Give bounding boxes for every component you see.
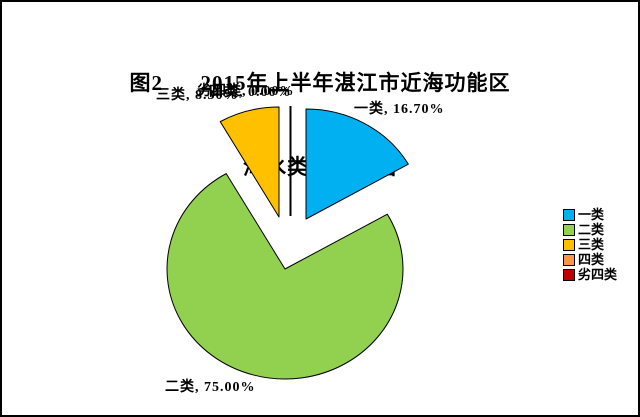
legend-item-category-1: 一类 — [563, 208, 617, 221]
data-label-category-worse-than-4: 劣四类, 0.00% — [197, 84, 295, 99]
legend-item-label: 三类 — [578, 237, 605, 252]
legend-item-category-worse-than-4: 劣四类 — [563, 268, 617, 281]
pie-slice-1 — [305, 108, 409, 220]
legend-item-label: 劣四类 — [578, 267, 618, 282]
legend-item-category-2: 二类 — [563, 223, 617, 236]
data-label-category-4: 四类, 0.00% — [209, 85, 292, 100]
legend: 一类 二类 三类 四类 劣四类 — [563, 208, 617, 281]
legend-swatch-category-3 — [563, 238, 575, 251]
legend-swatch-category-2 — [563, 223, 575, 236]
legend-swatch-category-1 — [563, 208, 575, 221]
legend-item-label: 二类 — [578, 222, 605, 237]
legend-swatch-category-4 — [563, 253, 575, 266]
data-label-category-3: 三类, 8.30% — [156, 88, 239, 103]
data-label-category-2: 二类, 75.00% — [165, 380, 256, 395]
data-label-category-1: 一类, 16.70% — [354, 102, 445, 117]
pie-slice-2 — [166, 173, 404, 380]
pie-slice-3 — [219, 106, 280, 218]
legend-item-category-3: 三类 — [563, 238, 617, 251]
chart-title-line1: 图2 2015年上半年湛江市近海功能区 — [129, 71, 511, 95]
legend-swatch-category-worse-than-4 — [563, 268, 575, 281]
legend-item-label: 四类 — [578, 252, 605, 267]
legend-item-category-4: 四类 — [563, 253, 617, 266]
legend-item-label: 一类 — [578, 207, 605, 222]
